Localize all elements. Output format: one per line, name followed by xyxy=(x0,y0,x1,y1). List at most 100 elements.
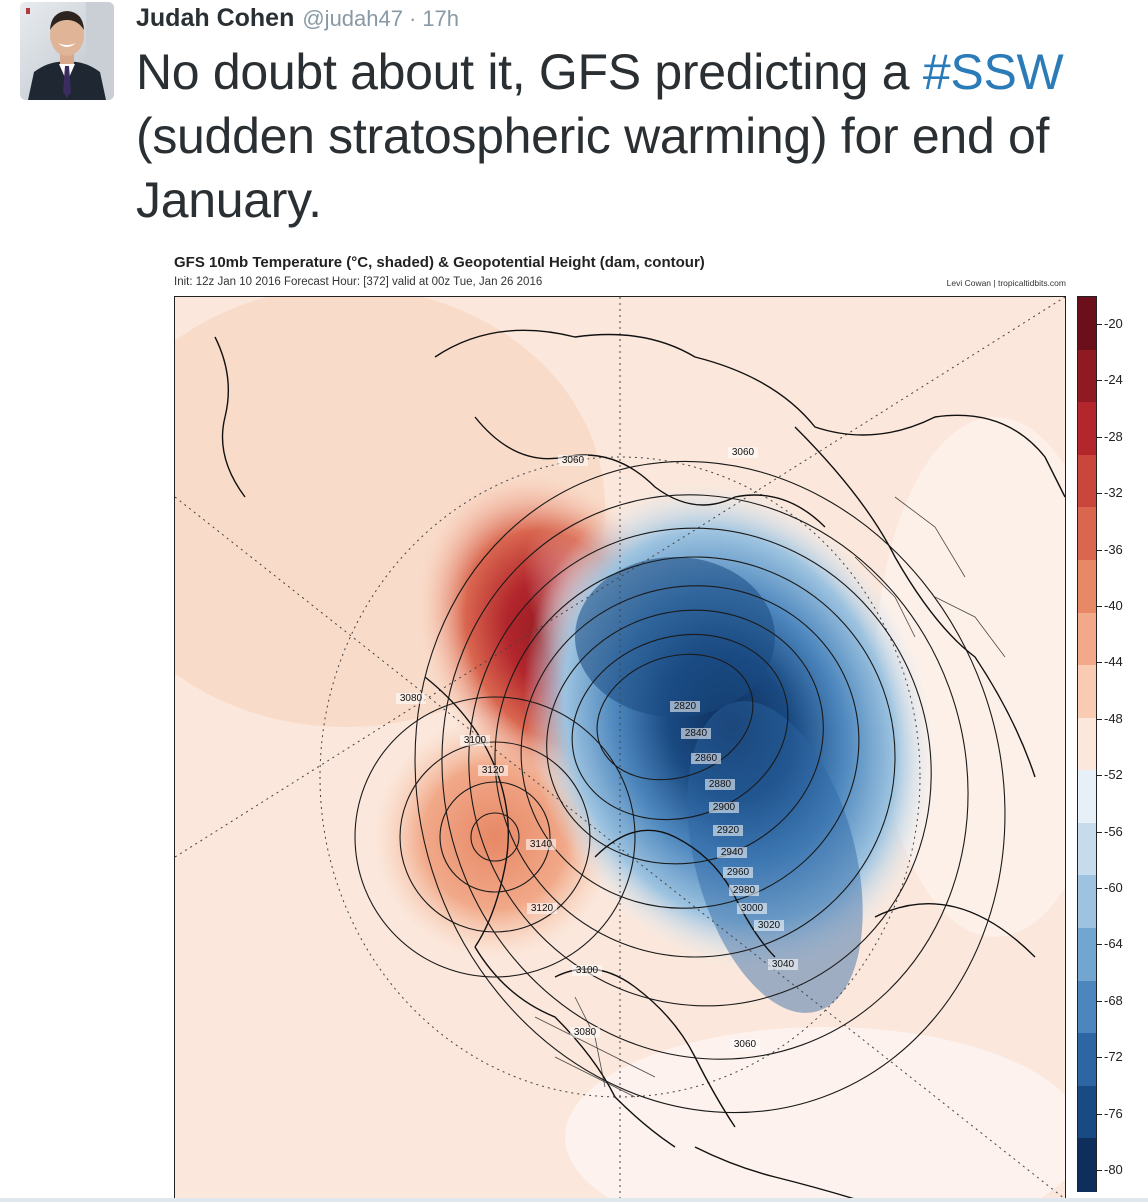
avatar[interactable] xyxy=(20,2,114,100)
colorbar-tick xyxy=(1097,549,1102,551)
colorbar-tick xyxy=(1097,1170,1102,1171)
colorbar-tick-label: -68 xyxy=(1104,992,1123,1008)
colorbar-tick xyxy=(1097,380,1102,382)
colorbar-segment xyxy=(1078,928,1096,982)
contour-label-bg xyxy=(570,1027,600,1038)
colorbar-segment xyxy=(1078,822,1096,877)
contour-label-bg xyxy=(526,839,556,850)
contour-label: 3140 xyxy=(530,839,553,850)
chart-subtitle: Init: 12z Jan 10 2016 Forecast Hour: [37… xyxy=(174,276,543,288)
contour-label-bg xyxy=(729,885,759,896)
author-handle[interactable]: @judah47 xyxy=(302,6,403,31)
contour-label: 3120 xyxy=(482,765,505,776)
contour-label-bg xyxy=(572,965,602,976)
contour-label: 3120 xyxy=(531,903,554,914)
map-panel: 3060 3060 3080 3100 3120 3140 3120 3100 3080 3060… xyxy=(174,296,1066,1200)
colorbar-tick xyxy=(1097,831,1102,833)
contour-label-bg xyxy=(460,735,490,746)
contour-label: 3020 xyxy=(758,920,781,931)
colorbar-segment xyxy=(1078,454,1096,508)
colorbar-segment xyxy=(1078,770,1096,824)
contour-label: 2940 xyxy=(721,847,744,858)
colorbar-tick-label: -24 xyxy=(1104,372,1123,388)
colorbar-tick xyxy=(1097,775,1102,777)
tweet-text-end: (sudden stratospheric warming) for end o… xyxy=(136,108,1050,228)
colorbar-tick-label: -32 xyxy=(1104,485,1123,501)
colorbar-tick xyxy=(1097,606,1102,607)
colorbar-segment xyxy=(1078,980,1096,1034)
colorbar-tick xyxy=(1097,662,1102,664)
contour-label-bg xyxy=(730,1039,760,1050)
contour-label-bg xyxy=(705,779,735,790)
colorbar-tick xyxy=(1097,1113,1102,1115)
colorbar-segment xyxy=(1078,1138,1096,1192)
colorbar-tick-label: -36 xyxy=(1104,541,1123,557)
colorbar-segment xyxy=(1078,507,1096,561)
colorbar-tick-label: -52 xyxy=(1104,767,1123,783)
avatar-photo xyxy=(20,2,114,100)
divider xyxy=(0,1198,1148,1202)
contour-label: 3060 xyxy=(734,1039,757,1050)
colorbar-segment xyxy=(1078,559,1096,614)
colorbar-tick-label: -20 xyxy=(1104,316,1123,331)
chart-credit: Levi Cowan | tropicaltidbits.com xyxy=(946,278,1066,288)
colorbar-tick xyxy=(1097,436,1102,438)
contour-label: 3060 xyxy=(562,455,585,466)
tweet-timestamp[interactable]: 17h xyxy=(422,6,460,31)
tweet-text: No doubt about it, GFS predicting a #SSW… xyxy=(136,40,1126,232)
colorbar-segment xyxy=(1078,1085,1096,1139)
colorbar-tick-label: -44 xyxy=(1104,654,1123,670)
contour-label-bg xyxy=(396,693,426,704)
contour-label-bg xyxy=(713,825,743,836)
tweet-image[interactable]: GFS 10mb Temperature (°C, shaded) & Geop… xyxy=(136,240,1148,1202)
contour-label-bg xyxy=(527,903,557,914)
contour-label: 3080 xyxy=(400,693,423,704)
contour-label: 2840 xyxy=(685,728,708,739)
contour-label-bg xyxy=(558,455,588,466)
chart-title: GFS 10mb Temperature (°C, shaded) & Geop… xyxy=(174,254,705,271)
contour-label-bg xyxy=(717,847,747,858)
contour-label: 3000 xyxy=(741,903,764,914)
colorbar-tick xyxy=(1097,718,1102,720)
colorbar-tick-label: -28 xyxy=(1104,428,1123,444)
map-svg: 3060 3060 3080 3100 3120 3140 3120 3100 3080 3060… xyxy=(175,297,1065,1199)
contour-label-bg xyxy=(723,867,753,878)
colorbar-tick xyxy=(1097,324,1102,325)
contour-label-bg xyxy=(709,802,739,813)
contour-label: 2980 xyxy=(733,885,756,896)
colorbar-tick-label: -48 xyxy=(1104,710,1123,726)
author-name[interactable]: Judah Cohen xyxy=(136,4,295,32)
colorbar-segment xyxy=(1078,349,1096,403)
hashtag-link[interactable]: #SSW xyxy=(922,44,1064,100)
colorbar-tick xyxy=(1097,944,1102,946)
separator-dot: · xyxy=(408,6,417,31)
colorbar-tick-label: -60 xyxy=(1104,880,1123,895)
colorbar-tick xyxy=(1097,888,1102,889)
contour-label: 2820 xyxy=(674,701,697,712)
colorbar-tick-label: -40 xyxy=(1104,598,1123,613)
colorbar-tick-label: -64 xyxy=(1104,936,1123,952)
contour-label: 2960 xyxy=(727,867,750,878)
contour-label: 3100 xyxy=(576,965,599,976)
colorbar xyxy=(1077,296,1097,1192)
tweet-text-start: No doubt about it, GFS predicting a xyxy=(136,44,923,100)
contour-label: 2880 xyxy=(709,779,732,790)
colorbar-tick-label: -56 xyxy=(1104,823,1123,839)
contour-label: 2900 xyxy=(713,802,736,813)
contour-label: 2920 xyxy=(717,825,740,836)
contour-label-bg xyxy=(691,753,721,764)
contour-label-bg xyxy=(681,728,711,739)
colorbar-segment xyxy=(1078,402,1096,456)
colorbar-tick-label: -76 xyxy=(1104,1105,1123,1121)
contour-label: 3100 xyxy=(464,735,487,746)
colorbar-segment xyxy=(1078,665,1096,719)
contour-label: 2860 xyxy=(695,753,718,764)
colorbar-segment xyxy=(1078,612,1096,666)
contour-label-bg xyxy=(478,765,508,776)
contour-label-bg xyxy=(754,920,784,931)
colorbar-segment xyxy=(1078,1033,1096,1087)
contour-label-bg xyxy=(670,701,700,712)
colorbar-tick xyxy=(1097,1057,1102,1059)
contour-label: 3040 xyxy=(772,959,795,970)
